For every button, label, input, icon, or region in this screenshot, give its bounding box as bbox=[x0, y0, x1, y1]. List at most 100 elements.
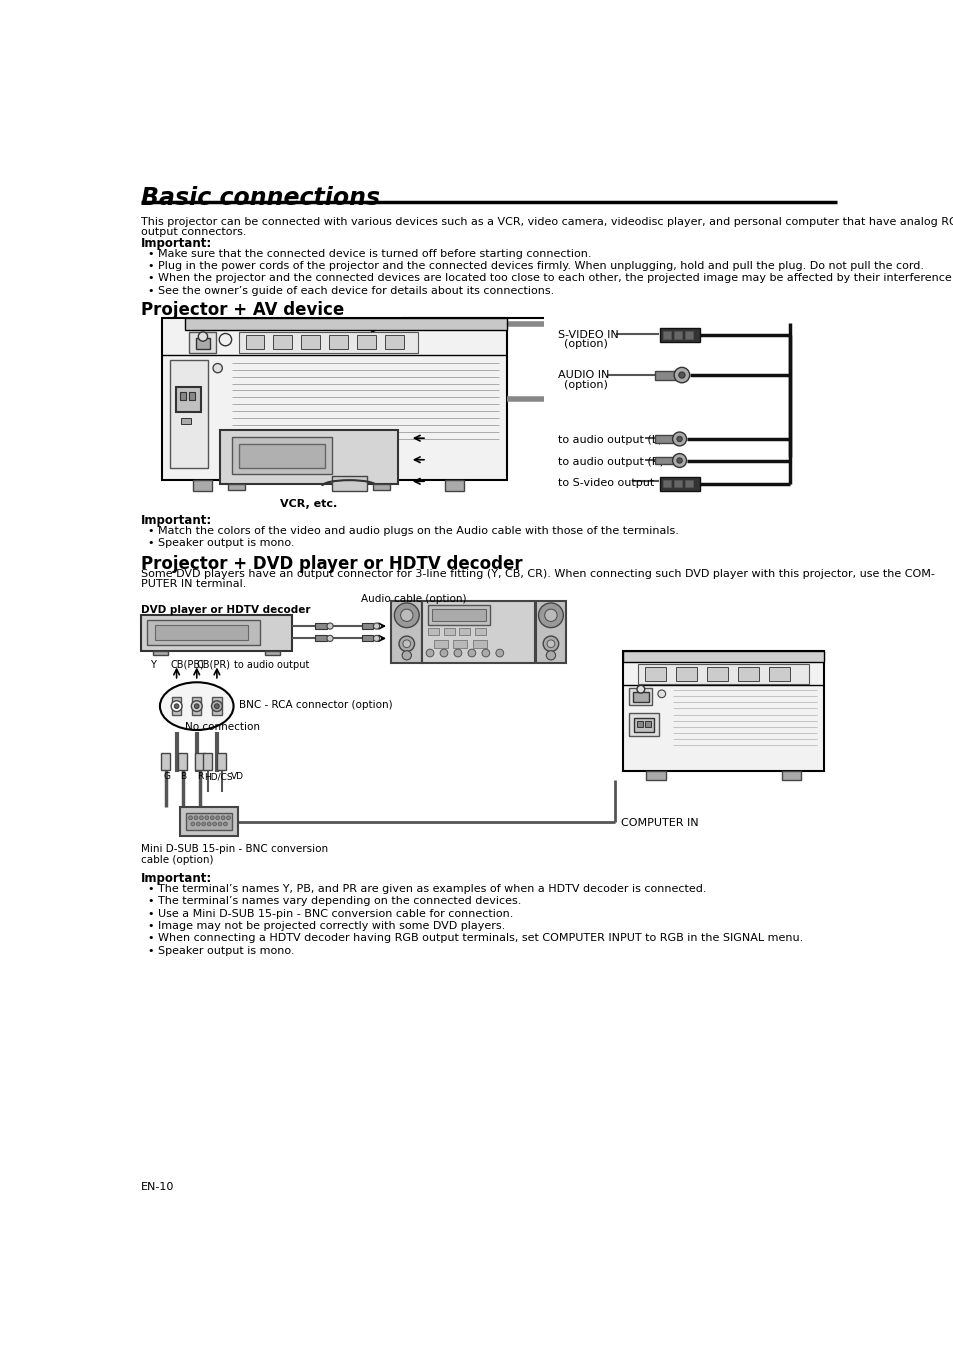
Bar bbox=[147, 620, 259, 644]
Text: •: • bbox=[147, 526, 153, 537]
Circle shape bbox=[218, 822, 222, 826]
Text: (option): (option) bbox=[563, 338, 607, 349]
Text: •: • bbox=[147, 933, 153, 944]
Circle shape bbox=[481, 650, 489, 656]
Bar bbox=[622, 651, 823, 662]
Circle shape bbox=[227, 816, 231, 820]
Bar bbox=[654, 371, 678, 380]
Circle shape bbox=[194, 704, 199, 709]
Text: (option): (option) bbox=[563, 380, 607, 390]
Bar bbox=[274, 336, 292, 349]
Text: Basic connections: Basic connections bbox=[141, 186, 379, 210]
Circle shape bbox=[171, 701, 182, 712]
Bar bbox=[629, 713, 658, 736]
Bar bbox=[195, 338, 210, 349]
Text: to S-video output: to S-video output bbox=[558, 479, 654, 488]
Bar bbox=[373, 484, 390, 489]
Bar bbox=[239, 443, 324, 468]
Bar bbox=[185, 318, 506, 330]
Circle shape bbox=[496, 650, 503, 656]
Text: No connection: No connection bbox=[185, 721, 260, 732]
Text: DVD player or HDTV decoder: DVD player or HDTV decoder bbox=[141, 604, 310, 615]
Circle shape bbox=[402, 640, 410, 647]
Text: Audio cable (option): Audio cable (option) bbox=[360, 593, 466, 604]
Circle shape bbox=[676, 437, 681, 442]
Circle shape bbox=[199, 816, 203, 820]
Circle shape bbox=[192, 701, 202, 712]
Circle shape bbox=[454, 650, 461, 656]
Bar bbox=[622, 651, 823, 771]
Bar bbox=[189, 332, 216, 353]
Bar bbox=[220, 430, 397, 484]
Text: Speaker output is mono.: Speaker output is mono. bbox=[158, 945, 294, 956]
Text: to audio output (R): to audio output (R) bbox=[558, 457, 663, 466]
Bar bbox=[472, 640, 486, 647]
Bar bbox=[301, 336, 319, 349]
Text: Image may not be projected correctly with some DVD players.: Image may not be projected correctly wit… bbox=[158, 921, 505, 931]
Bar bbox=[186, 813, 233, 830]
Text: Y: Y bbox=[150, 661, 156, 670]
Bar bbox=[674, 332, 681, 338]
Bar bbox=[629, 689, 652, 705]
Bar bbox=[361, 623, 373, 630]
Text: R: R bbox=[197, 772, 204, 782]
Bar bbox=[179, 807, 237, 836]
Bar bbox=[141, 615, 292, 651]
Text: to audio output: to audio output bbox=[233, 661, 309, 670]
Text: This projector can be connected with various devices such as a VCR, video camera: This projector can be connected with var… bbox=[141, 217, 953, 228]
Text: When connecting a HDTV decoder having RGB output terminals, set COMPUTER INPUT t: When connecting a HDTV decoder having RG… bbox=[158, 933, 802, 944]
Circle shape bbox=[658, 690, 665, 698]
Bar bbox=[170, 360, 208, 468]
Text: BNC - RCA connector (option): BNC - RCA connector (option) bbox=[239, 700, 393, 710]
Bar bbox=[434, 640, 447, 647]
Circle shape bbox=[219, 333, 232, 346]
Bar bbox=[265, 651, 280, 655]
Bar bbox=[637, 721, 642, 727]
Bar bbox=[536, 601, 565, 663]
Circle shape bbox=[679, 372, 684, 379]
Bar bbox=[356, 336, 375, 349]
Bar bbox=[216, 754, 226, 770]
Bar bbox=[428, 628, 439, 635]
Text: Use a Mini D-SUB 15-pin - BNC conversion cable for connection.: Use a Mini D-SUB 15-pin - BNC conversion… bbox=[158, 909, 513, 918]
Bar bbox=[181, 418, 191, 425]
Bar bbox=[659, 477, 700, 491]
Text: S-VIDEO IN: S-VIDEO IN bbox=[558, 330, 618, 340]
Bar bbox=[152, 651, 168, 655]
Text: •: • bbox=[147, 896, 153, 906]
Circle shape bbox=[223, 822, 227, 826]
Bar bbox=[431, 609, 485, 620]
Bar bbox=[638, 663, 808, 683]
Bar bbox=[644, 721, 650, 727]
Bar bbox=[453, 640, 467, 647]
Text: cable (option): cable (option) bbox=[141, 855, 213, 865]
Bar bbox=[443, 628, 455, 635]
Bar bbox=[161, 754, 171, 770]
Text: Projector + AV device: Projector + AV device bbox=[141, 301, 344, 319]
Circle shape bbox=[205, 816, 209, 820]
Bar bbox=[684, 332, 692, 338]
Circle shape bbox=[373, 635, 379, 642]
Text: •: • bbox=[147, 921, 153, 931]
Circle shape bbox=[215, 816, 219, 820]
Bar bbox=[684, 480, 692, 488]
Bar bbox=[662, 480, 670, 488]
Circle shape bbox=[214, 704, 219, 709]
Bar bbox=[329, 336, 348, 349]
Circle shape bbox=[672, 453, 686, 468]
Bar bbox=[332, 476, 367, 491]
Bar bbox=[475, 628, 485, 635]
Text: •: • bbox=[147, 909, 153, 918]
Text: Plug in the power cords of the projector and the connected devices firmly. When : Plug in the power cords of the projector… bbox=[158, 262, 923, 271]
Bar bbox=[189, 392, 195, 400]
Text: •: • bbox=[147, 884, 153, 894]
Bar bbox=[659, 328, 700, 342]
Text: The terminal’s names vary depending on the connected devices.: The terminal’s names vary depending on t… bbox=[158, 896, 521, 906]
Bar bbox=[228, 484, 245, 489]
Circle shape bbox=[210, 816, 214, 820]
Circle shape bbox=[327, 623, 333, 630]
Text: HD/CS: HD/CS bbox=[204, 772, 233, 782]
Circle shape bbox=[196, 822, 200, 826]
Circle shape bbox=[198, 332, 208, 341]
Text: VCR, etc.: VCR, etc. bbox=[280, 499, 337, 510]
